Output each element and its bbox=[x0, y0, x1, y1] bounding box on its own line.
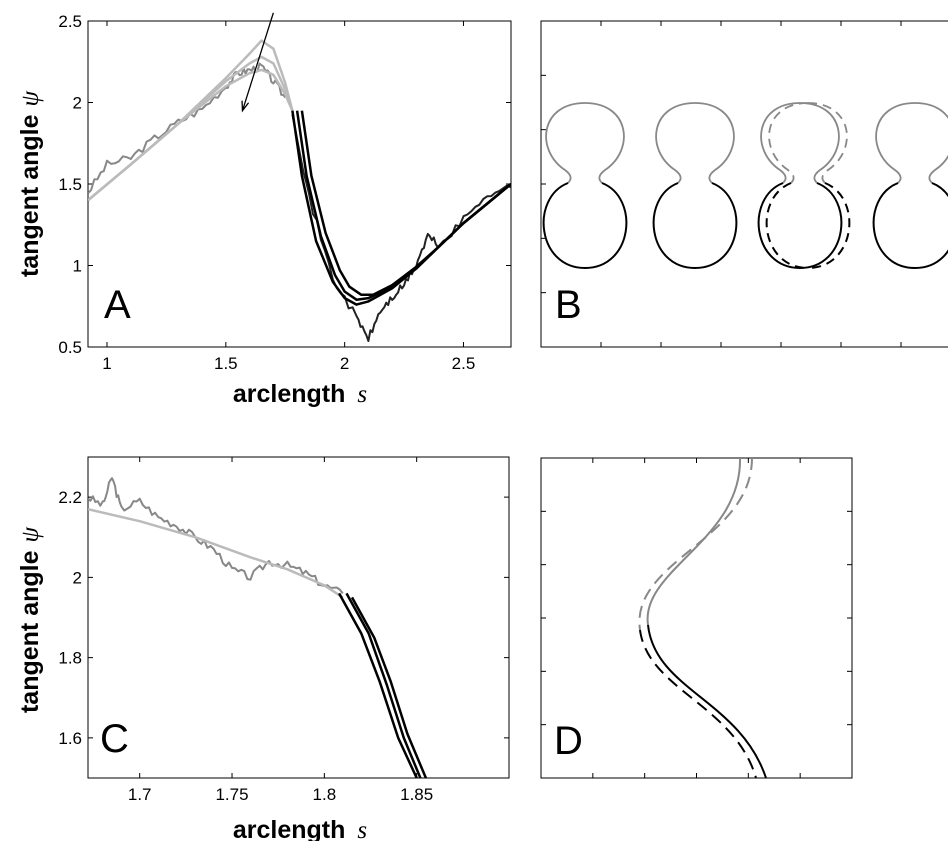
panel-b-ticks bbox=[541, 21, 902, 347]
x-tick-label: 1 bbox=[102, 354, 111, 373]
panel-d-contours bbox=[638, 458, 767, 778]
panel-a-ticks: 1 1.5 2 2.5 0.5 1 1.5 2 2.5 bbox=[58, 12, 511, 373]
panel-a-xlabel: arclength s bbox=[233, 380, 367, 408]
panel-c-ticks: 1.7 1.75 1.8 1.85 1.6 1.8 2 2.2 bbox=[58, 457, 509, 804]
vesicle-contour bbox=[872, 102, 948, 269]
panel-c: 1.7 1.75 1.8 1.85 1.6 1.8 2 2.2 C arclength s ta… bbox=[16, 456, 510, 841]
panel-b-label: B bbox=[555, 283, 582, 327]
panel-c-label: C bbox=[100, 717, 129, 761]
panel-a-label: A bbox=[104, 283, 131, 327]
y-tick-label: 1.6 bbox=[58, 729, 82, 748]
y-tick-label: 0.5 bbox=[58, 338, 82, 357]
y-tick-label: 2 bbox=[73, 568, 82, 587]
y-tick-label: 1 bbox=[73, 257, 82, 276]
panel-c-xlabel: arclength s bbox=[233, 816, 367, 841]
series-line bbox=[300, 110, 511, 297]
series-line bbox=[338, 592, 418, 778]
contour-upper-dashed bbox=[638, 458, 753, 631]
neck-contours bbox=[638, 458, 767, 778]
x-tick-label: 1.85 bbox=[400, 785, 433, 804]
panel-d-ticks bbox=[541, 458, 852, 778]
panel-d-frame bbox=[540, 457, 853, 779]
series-line bbox=[88, 55, 294, 202]
x-tick-label: 2 bbox=[340, 354, 349, 373]
y-tick-label: 1.8 bbox=[58, 649, 82, 668]
x-tick-label: 1.75 bbox=[215, 785, 248, 804]
x-tick-label: 1.8 bbox=[313, 785, 337, 804]
panel-c-ylabel: tangent angleψ bbox=[16, 527, 44, 714]
panel-b: B bbox=[540, 20, 948, 348]
series-line bbox=[350, 596, 428, 778]
series-line bbox=[88, 68, 294, 202]
series-group bbox=[88, 477, 428, 778]
panel-b-contours bbox=[542, 102, 948, 269]
vesicle-contour bbox=[542, 102, 628, 269]
y-tick-label: 2 bbox=[73, 94, 82, 113]
contour-lower-solid bbox=[647, 624, 767, 778]
panel-a-frame bbox=[87, 20, 512, 348]
panel-a-ylabel: tangent angleψ bbox=[16, 91, 44, 278]
panel-a-plot bbox=[88, 12, 511, 342]
y-tick-label: 1.5 bbox=[58, 175, 82, 194]
series-line bbox=[88, 507, 344, 599]
arrow-annotation bbox=[241, 12, 274, 113]
vesicle-contour bbox=[757, 102, 843, 269]
vesicle-contour bbox=[652, 102, 738, 269]
series-line bbox=[291, 110, 511, 306]
x-tick-label: 1.5 bbox=[214, 354, 238, 373]
panel-a: 1 1.5 2 2.5 0.5 1 1.5 2 2.5 A arclength s tangent… bbox=[16, 12, 512, 408]
panel-d: D bbox=[540, 457, 853, 779]
contour-upper-solid bbox=[646, 458, 742, 626]
series-line bbox=[345, 592, 422, 778]
panel-c-plot bbox=[88, 477, 428, 778]
vesicle-contour-dashed bbox=[765, 102, 851, 269]
panel-d-label: D bbox=[554, 719, 583, 763]
y-tick-label: 2.5 bbox=[58, 12, 82, 31]
x-tick-label: 2.5 bbox=[452, 354, 476, 373]
x-tick-label: 1.7 bbox=[128, 785, 152, 804]
contour-lower-dashed bbox=[639, 629, 757, 778]
y-tick-label: 2.2 bbox=[58, 488, 82, 507]
panel-c-frame bbox=[87, 456, 510, 779]
series-group bbox=[88, 39, 511, 342]
